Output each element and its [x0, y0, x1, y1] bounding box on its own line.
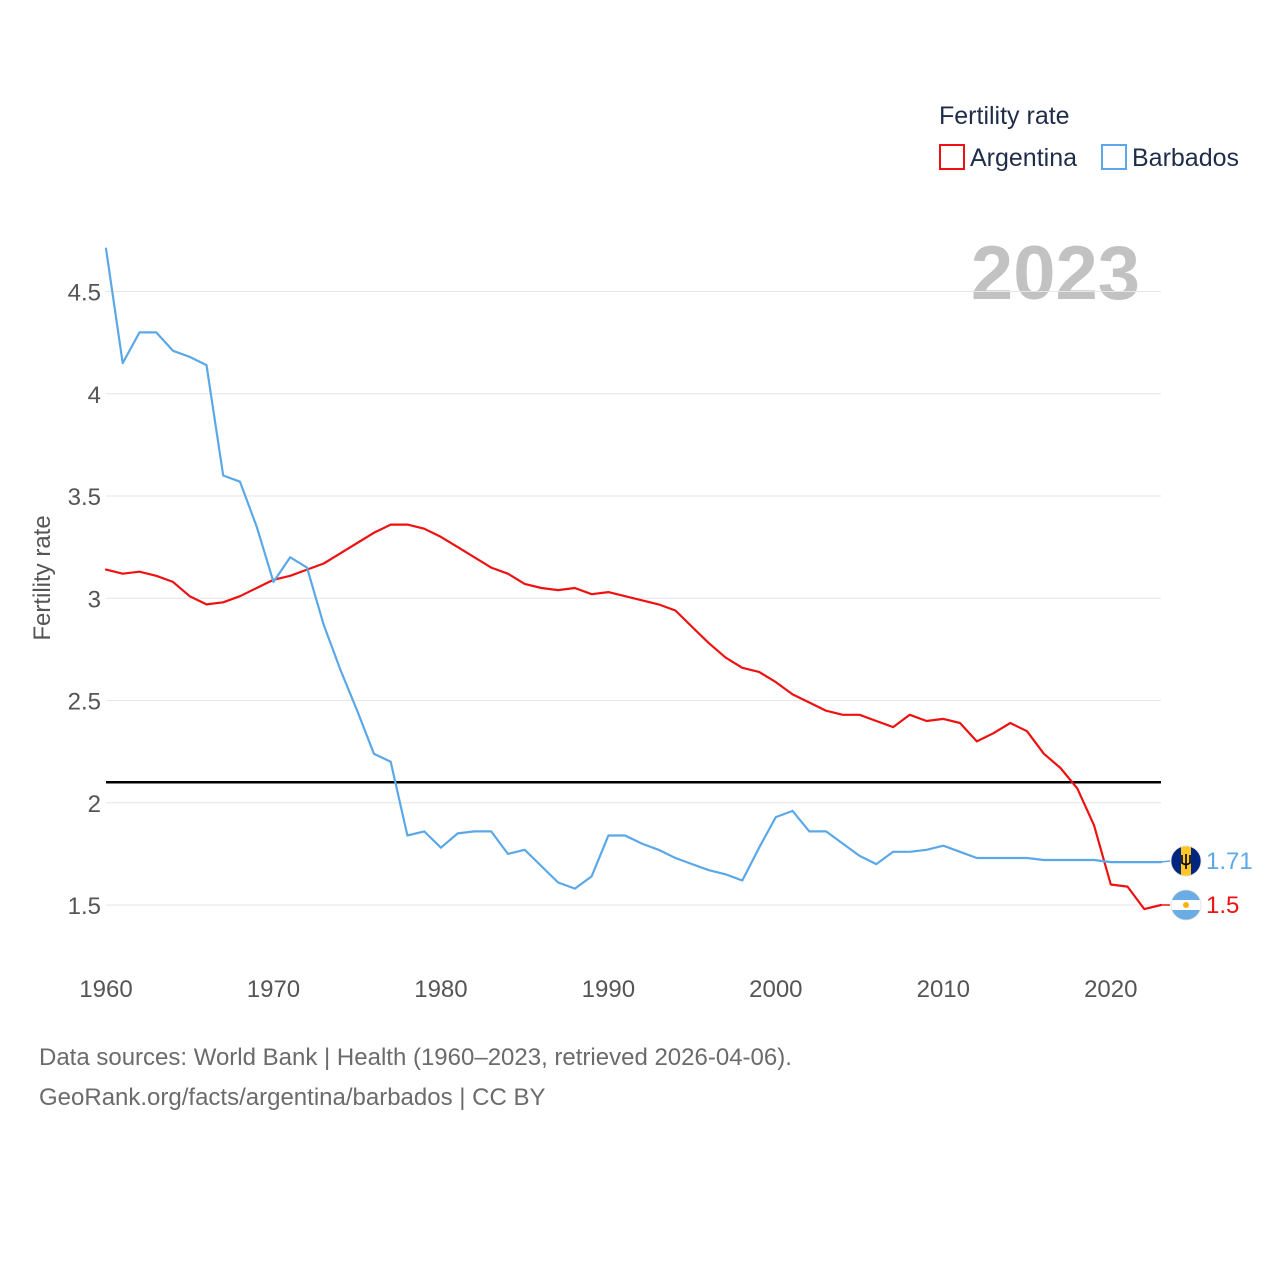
y-axis-title: Fertility rate — [29, 515, 56, 640]
x-tick-label: 1990 — [582, 976, 635, 1003]
y-tick-label: 2.5 — [68, 689, 101, 716]
x-tick-label: 2020 — [1084, 976, 1137, 1003]
fertility-rate-chart: Fertility rate Argentina Barbados 2023 F… — [29, 102, 1253, 1003]
y-tick-label: 4.5 — [68, 280, 101, 307]
legend: Fertility rate Argentina Barbados — [939, 102, 1239, 172]
x-tick-label: 2000 — [749, 976, 802, 1003]
year-badge: 2023 — [971, 231, 1140, 316]
series-end-markers: 1.5 1.71 — [1160, 845, 1253, 921]
barbados-flag-icon — [1170, 845, 1202, 877]
series-line-argentina — [104, 523, 1163, 911]
x-tick-label: 2010 — [917, 976, 970, 1003]
series-line-barbados — [104, 247, 1163, 890]
legend-swatch-barbados — [1101, 144, 1127, 170]
legend-label-argentina: Argentina — [970, 144, 1077, 172]
y-axis-ticks: 1.5 2 2.5 3 3.5 4 4.5 — [68, 280, 101, 921]
argentina-flag-icon — [1170, 889, 1202, 921]
attribution-link[interactable]: GeoRank.org/facts/argentina/barbados | C… — [39, 1084, 546, 1111]
legend-item-barbados[interactable]: Barbados — [1101, 144, 1239, 172]
end-value-label-barbados: 1.71 — [1206, 848, 1253, 875]
legend-swatch-argentina — [939, 144, 965, 170]
end-value-label-argentina: 1.5 — [1206, 892, 1239, 919]
legend-item-argentina[interactable]: Argentina — [939, 144, 1077, 172]
data-sources-note: Data sources: World Bank | Health (1960–… — [39, 1044, 792, 1071]
gridlines — [106, 291, 1161, 906]
y-tick-label: 3 — [88, 586, 101, 613]
x-tick-label: 1980 — [414, 976, 467, 1003]
y-tick-label: 3.5 — [68, 484, 101, 511]
legend-title: Fertility rate — [939, 102, 1070, 130]
y-tick-label: 1.5 — [68, 893, 101, 920]
x-axis-ticks: 1960 1970 1980 1990 2000 2010 2020 — [79, 976, 1137, 1003]
legend-label-barbados: Barbados — [1132, 144, 1239, 172]
x-tick-label: 1970 — [247, 976, 300, 1003]
end-connector — [1160, 860, 1171, 863]
y-tick-label: 2 — [88, 791, 101, 818]
x-tick-label: 1960 — [79, 976, 132, 1003]
series-lines — [104, 247, 1163, 911]
y-tick-label: 4 — [88, 382, 101, 409]
